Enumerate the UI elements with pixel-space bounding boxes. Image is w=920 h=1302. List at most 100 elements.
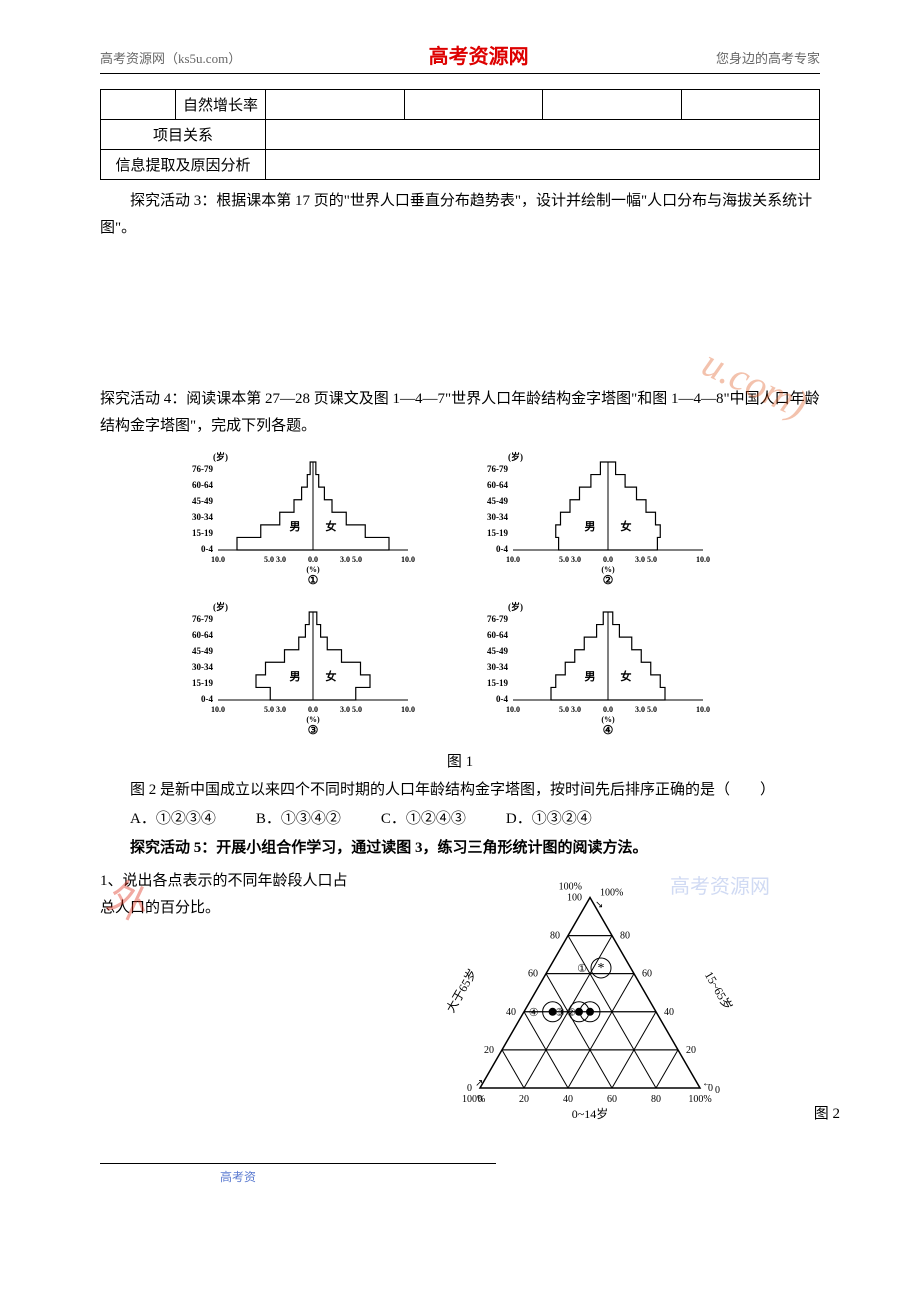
cell-blank bbox=[404, 90, 543, 120]
svg-text:女: 女 bbox=[325, 669, 336, 683]
svg-text:100%: 100% bbox=[688, 1094, 711, 1105]
svg-text:10.0: 10.0 bbox=[506, 555, 520, 564]
svg-text:0: 0 bbox=[715, 1085, 720, 1096]
svg-text:76-79: 76-79 bbox=[192, 614, 213, 624]
pyramid-2: (岁)76-7960-6445-4930-3415-190-4男女10.05.0… bbox=[475, 450, 740, 590]
pyramid-1: (岁)76-7960-6445-4930-3415-190-4男女10.05.0… bbox=[180, 450, 445, 590]
option-d: D．①③②④ bbox=[506, 806, 592, 833]
svg-text:45-49: 45-49 bbox=[487, 496, 508, 506]
svg-text:100: 100 bbox=[567, 892, 582, 903]
svg-text:20: 20 bbox=[519, 1094, 529, 1105]
cell-blank bbox=[101, 90, 176, 120]
activity3-text: 探究活动 3：根据课本第 17 页的"世界人口垂直分布趋势表"，设计并绘制一幅"… bbox=[100, 188, 820, 242]
question-text: 图 2 是新中国成立以来四个不同时期的人口年龄结构金字塔图，按时间先后排序正确的… bbox=[100, 777, 820, 804]
cell-blank bbox=[266, 90, 405, 120]
svg-text:0-4: 0-4 bbox=[496, 544, 508, 554]
svg-text:5.0 3.0: 5.0 3.0 bbox=[264, 555, 286, 564]
svg-text:15~65岁: 15~65岁 bbox=[702, 968, 736, 1012]
svg-text:男: 男 bbox=[289, 670, 300, 683]
svg-text:30-34: 30-34 bbox=[487, 512, 508, 522]
svg-text:76-79: 76-79 bbox=[487, 464, 508, 474]
triangle-chart: 020406080100%100100%80604020002040608001… bbox=[360, 868, 820, 1133]
activity5-row: 1、说出各点表示的不同年龄段人口占总人口的百分比。 020406080100%1… bbox=[100, 868, 820, 1133]
svg-text:*: * bbox=[598, 961, 605, 976]
q1-num: 1、 bbox=[100, 873, 123, 889]
table-row: 自然增长率 bbox=[101, 90, 820, 120]
footer-text: 高考资 bbox=[100, 1168, 820, 1185]
svg-text:15-19: 15-19 bbox=[487, 528, 508, 538]
svg-text:60: 60 bbox=[607, 1094, 617, 1105]
activity5-q1: 1、说出各点表示的不同年龄段人口占总人口的百分比。 bbox=[100, 868, 350, 922]
table-row: 项目关系 bbox=[101, 120, 820, 150]
svg-text:男: 男 bbox=[584, 670, 595, 683]
activity5-text: 探究活动 5：开展小组合作学习，通过读图 3，练习三角形统计图的阅读方法。 bbox=[100, 835, 820, 862]
pyramid-4: (岁)76-7960-6445-4930-3415-190-4男女10.05.0… bbox=[475, 600, 740, 740]
svg-text:④: ④ bbox=[602, 723, 613, 737]
svg-text:40: 40 bbox=[563, 1094, 573, 1105]
svg-text:0~14岁: 0~14岁 bbox=[572, 1106, 609, 1121]
activity4-text: 探究活动 4：阅读课本第 27—28 页课文及图 1—4—7"世界人口年龄结构金… bbox=[100, 386, 820, 440]
svg-text:40: 40 bbox=[506, 1007, 516, 1018]
svg-text:60-64: 60-64 bbox=[487, 630, 508, 640]
svg-text:76-79: 76-79 bbox=[192, 464, 213, 474]
fig1-caption: 图 1 bbox=[100, 750, 820, 771]
svg-text:15-19: 15-19 bbox=[192, 528, 213, 538]
pyramid-grid: (岁)76-7960-6445-4930-3415-190-4男女10.05.0… bbox=[180, 450, 740, 740]
svg-text:20: 20 bbox=[484, 1045, 494, 1056]
svg-text:(岁): (岁) bbox=[508, 601, 523, 612]
svg-text:5.0 3.0: 5.0 3.0 bbox=[559, 555, 581, 564]
svg-text:男: 男 bbox=[289, 520, 300, 533]
svg-text:10.0: 10.0 bbox=[211, 555, 225, 564]
svg-text:20: 20 bbox=[686, 1045, 696, 1056]
header-center: 高考资源网 bbox=[429, 40, 529, 69]
svg-text:3.0 5.0: 3.0 5.0 bbox=[635, 555, 657, 564]
svg-text:④: ④ bbox=[529, 1007, 539, 1019]
svg-text:0-4: 0-4 bbox=[201, 694, 213, 704]
svg-text:80: 80 bbox=[651, 1094, 661, 1105]
svg-text:3.0 5.0: 3.0 5.0 bbox=[340, 705, 362, 714]
svg-text:40: 40 bbox=[664, 1007, 674, 1018]
cell-label: 自然增长率 bbox=[176, 90, 266, 120]
svg-text:③: ③ bbox=[555, 1007, 565, 1019]
svg-text:30-34: 30-34 bbox=[192, 662, 213, 672]
svg-text:45-49: 45-49 bbox=[192, 646, 213, 656]
svg-text:76-79: 76-79 bbox=[487, 614, 508, 624]
svg-text:0.0: 0.0 bbox=[308, 555, 318, 564]
svg-text:女: 女 bbox=[620, 519, 631, 533]
data-table: 自然增长率 项目关系 信息提取及原因分析 bbox=[100, 89, 820, 180]
fig2-caption: 图 2 bbox=[814, 1102, 840, 1123]
svg-text:60-64: 60-64 bbox=[487, 480, 508, 490]
svg-text:3.0 5.0: 3.0 5.0 bbox=[340, 555, 362, 564]
svg-text:(岁): (岁) bbox=[508, 451, 523, 462]
svg-text:80: 80 bbox=[620, 931, 630, 942]
svg-text:↘: ↘ bbox=[595, 899, 603, 910]
svg-text:女: 女 bbox=[620, 669, 631, 683]
svg-text:5.0 3.0: 5.0 3.0 bbox=[264, 705, 286, 714]
svg-text:15-19: 15-19 bbox=[487, 678, 508, 688]
cell-blank bbox=[266, 120, 820, 150]
svg-text:45-49: 45-49 bbox=[192, 496, 213, 506]
svg-text:10.0: 10.0 bbox=[211, 705, 225, 714]
svg-text:(岁): (岁) bbox=[213, 601, 228, 612]
svg-text:10.0: 10.0 bbox=[696, 705, 710, 714]
svg-text:②: ② bbox=[566, 1007, 576, 1019]
cell-label: 信息提取及原因分析 bbox=[101, 150, 266, 180]
svg-text:30-34: 30-34 bbox=[192, 512, 213, 522]
svg-text:80: 80 bbox=[550, 931, 560, 942]
svg-text:60: 60 bbox=[642, 969, 652, 980]
cell-blank bbox=[543, 90, 682, 120]
svg-text:45-49: 45-49 bbox=[487, 646, 508, 656]
svg-text:60: 60 bbox=[528, 969, 538, 980]
cell-label: 项目关系 bbox=[101, 120, 266, 150]
svg-text:0-4: 0-4 bbox=[496, 694, 508, 704]
svg-text:(岁): (岁) bbox=[213, 451, 228, 462]
pyramid-3: (岁)76-7960-6445-4930-3415-190-4男女10.05.0… bbox=[180, 600, 445, 740]
svg-text:10.0: 10.0 bbox=[401, 705, 415, 714]
cell-blank bbox=[266, 150, 820, 180]
page-header: 高考资源网（ks5u.com） 高考资源网 您身边的高考专家 bbox=[100, 40, 820, 74]
svg-text:①: ① bbox=[307, 573, 318, 587]
svg-text:①: ① bbox=[577, 963, 587, 975]
svg-text:100%: 100% bbox=[559, 881, 582, 892]
svg-text:10.0: 10.0 bbox=[696, 555, 710, 564]
svg-text:0.0: 0.0 bbox=[603, 555, 613, 564]
